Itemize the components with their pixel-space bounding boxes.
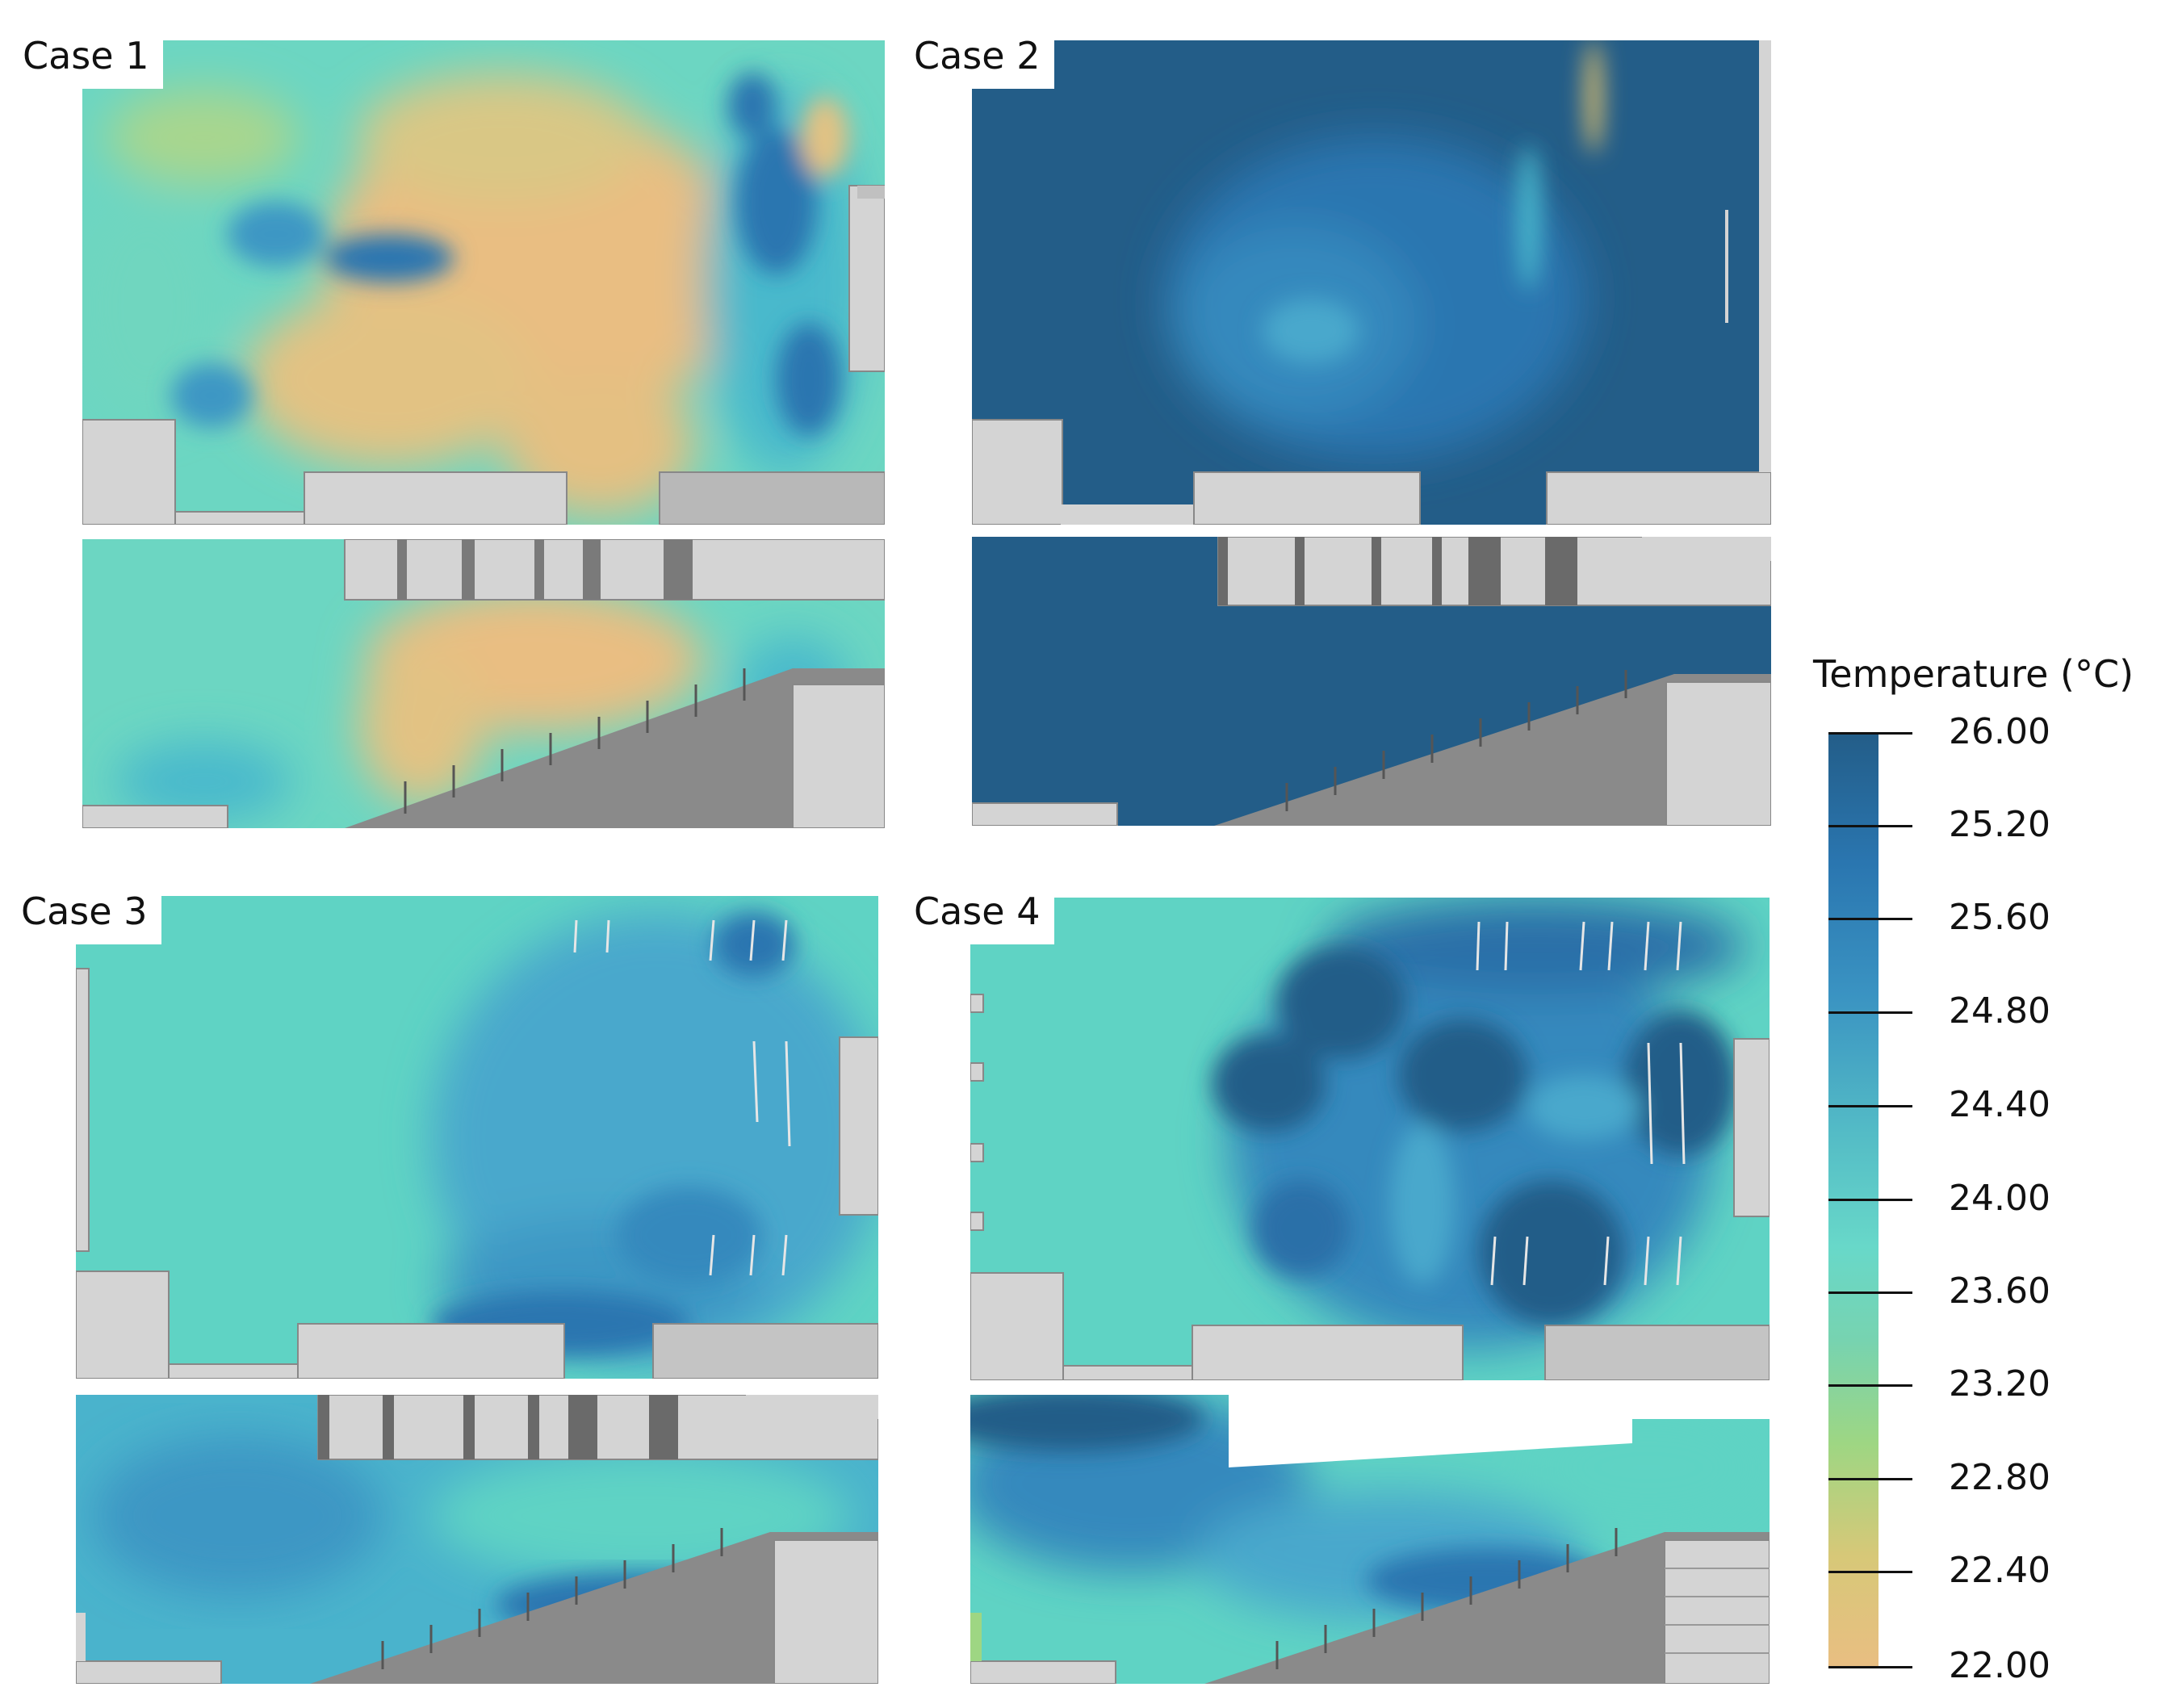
legend-tick — [1828, 1666, 1912, 1668]
case-1-section-view — [82, 539, 885, 828]
legend-tick-label: 24.40 — [1949, 1084, 2050, 1125]
case-2-plan-contour — [972, 40, 1771, 525]
legend-tick-label: 22.00 — [1949, 1645, 2050, 1686]
case-1-section-contour — [82, 539, 885, 828]
legend-tick — [1828, 1384, 1912, 1387]
case-4-section-contour — [970, 1395, 1770, 1684]
legend-tick — [1828, 1571, 1912, 1573]
legend-title: Temperature (°C) — [1813, 652, 2134, 696]
legend-tick-label: 22.80 — [1949, 1457, 2050, 1498]
case-2-label: Case 2 — [903, 27, 1055, 89]
legend-tick-label: 24.80 — [1949, 990, 2050, 1032]
legend-tick — [1828, 825, 1912, 827]
legend-tick-label: 24.00 — [1949, 1178, 2050, 1219]
legend-tick — [1828, 732, 1912, 735]
legend-tick — [1828, 1105, 1912, 1107]
legend-tick-label: 22.40 — [1949, 1550, 2050, 1591]
case-2-section-view — [972, 537, 1771, 826]
legend-tick — [1828, 1199, 1912, 1201]
case-2-section-contour — [972, 537, 1771, 826]
case-4-label: Case 4 — [903, 883, 1055, 944]
case-4-plan-contour — [970, 898, 1770, 1380]
case-3-plan-contour — [76, 896, 878, 1379]
case-2-plan-view — [972, 40, 1771, 525]
legend-tick-label: 23.20 — [1949, 1363, 2050, 1404]
case-1-label: Case 1 — [11, 27, 164, 89]
case-3-section-contour — [76, 1395, 878, 1684]
case-1-plan-view — [82, 40, 885, 525]
case-3-plan-view — [76, 896, 878, 1379]
case-3-section-view — [76, 1395, 878, 1684]
legend-tick-label: 25.20 — [1949, 804, 2050, 845]
legend-tick-label: 25.60 — [1949, 897, 2050, 938]
case-4-plan-view — [970, 898, 1770, 1380]
legend-tick-label: 26.00 — [1949, 711, 2050, 752]
legend-tick — [1828, 918, 1912, 920]
legend-tick-label: 23.60 — [1949, 1271, 2050, 1312]
case-4-section-view — [970, 1395, 1770, 1684]
legend-tick — [1828, 1291, 1912, 1294]
case-3-label: Case 3 — [10, 883, 162, 944]
legend-tick — [1828, 1478, 1912, 1480]
legend-tick — [1828, 1011, 1912, 1014]
case-1-plan-contour — [82, 40, 885, 525]
